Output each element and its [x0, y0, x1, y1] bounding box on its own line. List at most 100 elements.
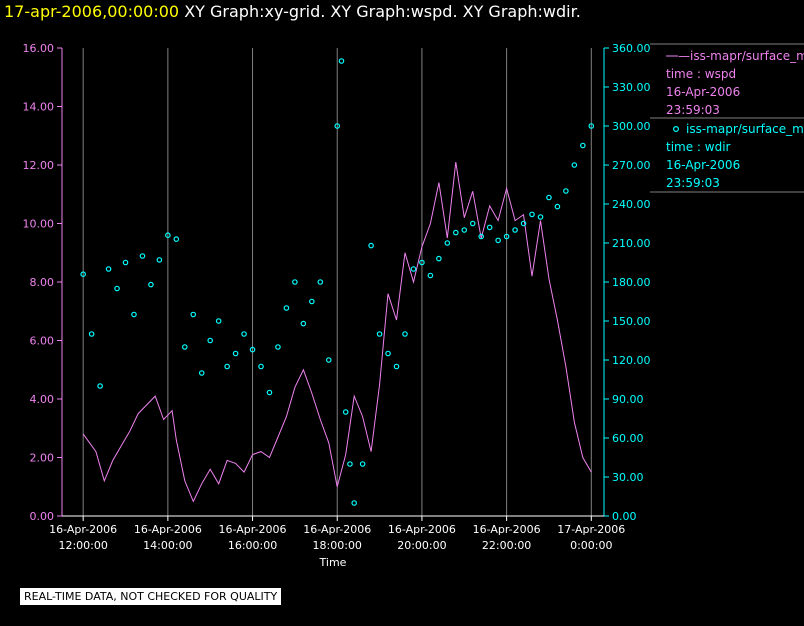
wdir-point-45 [444, 240, 451, 246]
wdir-point-0 [80, 271, 86, 278]
left-tick-label-1: 2.00 [30, 452, 55, 465]
wdir-point-49 [478, 233, 485, 240]
legend-wdir-marker [672, 125, 679, 132]
x-tick-date-5: 16-Apr-2006 [473, 523, 541, 536]
wdir-point-27 [309, 298, 315, 305]
wdir-point-48 [469, 220, 476, 227]
legend-wspd-line-1: time : wspd [666, 67, 736, 81]
wdir-point-47 [461, 227, 468, 233]
wdir-point-19 [241, 331, 247, 337]
wdir-point-50 [486, 224, 493, 231]
wdir-point-23 [275, 344, 281, 350]
wdir-point-34 [351, 500, 357, 506]
quality-note: REAL-TIME DATA, NOT CHECKED FOR QUALITY [20, 588, 282, 605]
wdir-point-55 [529, 211, 535, 218]
left-tick-label-5: 10.00 [23, 218, 55, 231]
wdir-point-11 [173, 236, 180, 242]
wdir-point-12 [181, 344, 188, 350]
right-tick-label-6: 180.00 [612, 276, 651, 289]
right-tick-label-2: 60.00 [612, 432, 644, 445]
right-tick-label-12: 360.00 [612, 42, 651, 55]
legend-wspd-line-0: —iss-mapr/surface_m [678, 49, 804, 63]
x-tick-time-6: 0:00:00 [570, 539, 612, 552]
wspd-series-line [82, 162, 592, 503]
wdir-point-39 [393, 363, 400, 370]
chart-title: XY Graph:xy-grid. XY Graph:wspd. XY Grap… [184, 2, 581, 21]
right-tick-label-10: 300.00 [612, 120, 651, 133]
x-tick-time-1: 14:00:00 [143, 539, 192, 552]
chart-header: 17-apr-2006,00:00:00 XY Graph:xy-grid. X… [4, 2, 581, 21]
right-tick-label-3: 90.00 [612, 393, 644, 406]
legend-wspd-line-3: 23:59:03 [666, 103, 720, 117]
x-axis-label: Time [319, 556, 347, 569]
wdir-point-41 [410, 266, 417, 272]
left-tick-label-4: 8.00 [30, 276, 55, 289]
right-tick-label-7: 210.00 [612, 237, 651, 250]
wdir-point-40 [402, 331, 408, 337]
wdir-point-5 [122, 259, 129, 266]
wdir-point-9 [156, 257, 163, 263]
wdir-point-61 [580, 142, 586, 149]
wdir-point-21 [258, 363, 264, 370]
wdir-point-33 [347, 461, 353, 467]
left-tick-label-3: 6.00 [30, 335, 55, 348]
right-tick-label-0: 0.00 [612, 510, 637, 523]
left-tick-label-0: 0.00 [30, 510, 55, 523]
wdir-point-20 [249, 346, 256, 353]
x-tick-date-4: 16-Apr-2006 [388, 523, 456, 536]
wdir-point-59 [563, 188, 569, 194]
right-tick-label-1: 30.00 [612, 471, 644, 484]
x-tick-time-0: 12:00:00 [58, 539, 107, 552]
wdir-point-10 [165, 232, 171, 239]
wdir-point-4 [114, 285, 120, 292]
wdir-point-16 [215, 318, 222, 324]
wdir-point-44 [436, 255, 442, 262]
wdir-point-3 [105, 266, 112, 272]
wdir-point-1 [88, 331, 95, 337]
wdir-point-46 [452, 229, 459, 236]
wdir-point-38 [385, 350, 391, 357]
wdir-point-35 [359, 461, 366, 467]
wdir-point-32 [342, 409, 349, 415]
left-tick-label-6: 12.00 [23, 159, 55, 172]
wdir-point-15 [207, 337, 214, 344]
legend-wdir-line-0: iss-mapr/surface_m [686, 122, 804, 136]
left-tick-label-2: 4.00 [30, 393, 55, 406]
wdir-point-52 [503, 233, 510, 240]
legend-wdir-line-2: 16-Apr-2006 [666, 158, 740, 172]
x-tick-date-3: 16-Apr-2006 [303, 523, 371, 536]
x-tick-time-3: 18:00:00 [313, 539, 362, 552]
wdir-point-51 [495, 237, 501, 244]
wdir-point-62 [588, 123, 595, 129]
wdir-point-53 [512, 227, 518, 233]
wdir-point-6 [131, 311, 137, 318]
legend-wdir-line-3: 23:59:03 [666, 176, 720, 190]
right-tick-label-5: 150.00 [612, 315, 651, 328]
wdir-point-54 [520, 220, 527, 227]
wdir-point-22 [266, 389, 273, 396]
wdir-point-28 [317, 279, 324, 285]
wdir-point-31 [338, 58, 345, 64]
legend-wdir-line-1: time : wdir [666, 140, 731, 154]
x-tick-date-0: 16-Apr-2006 [49, 523, 117, 536]
right-tick-label-4: 120.00 [612, 354, 651, 367]
timestamp: 17-apr-2006,00:00:00 [4, 2, 180, 21]
wdir-point-17 [224, 363, 230, 370]
x-tick-time-5: 22:00:00 [482, 539, 531, 552]
wdir-point-29 [325, 357, 332, 363]
wdir-point-56 [537, 214, 544, 220]
left-tick-label-7: 14.00 [23, 101, 55, 114]
wdir-point-57 [546, 194, 552, 201]
wdir-point-36 [368, 242, 374, 249]
wdir-point-37 [376, 331, 383, 337]
wdir-point-14 [198, 370, 205, 376]
right-tick-label-11: 330.00 [612, 81, 651, 94]
wdir-point-24 [283, 305, 290, 311]
wdir-point-18 [232, 350, 239, 357]
x-tick-date-2: 16-Apr-2006 [219, 523, 287, 536]
wdir-point-13 [190, 311, 197, 318]
wdir-point-42 [419, 259, 425, 266]
wdir-point-58 [554, 203, 561, 210]
x-tick-time-4: 20:00:00 [397, 539, 446, 552]
